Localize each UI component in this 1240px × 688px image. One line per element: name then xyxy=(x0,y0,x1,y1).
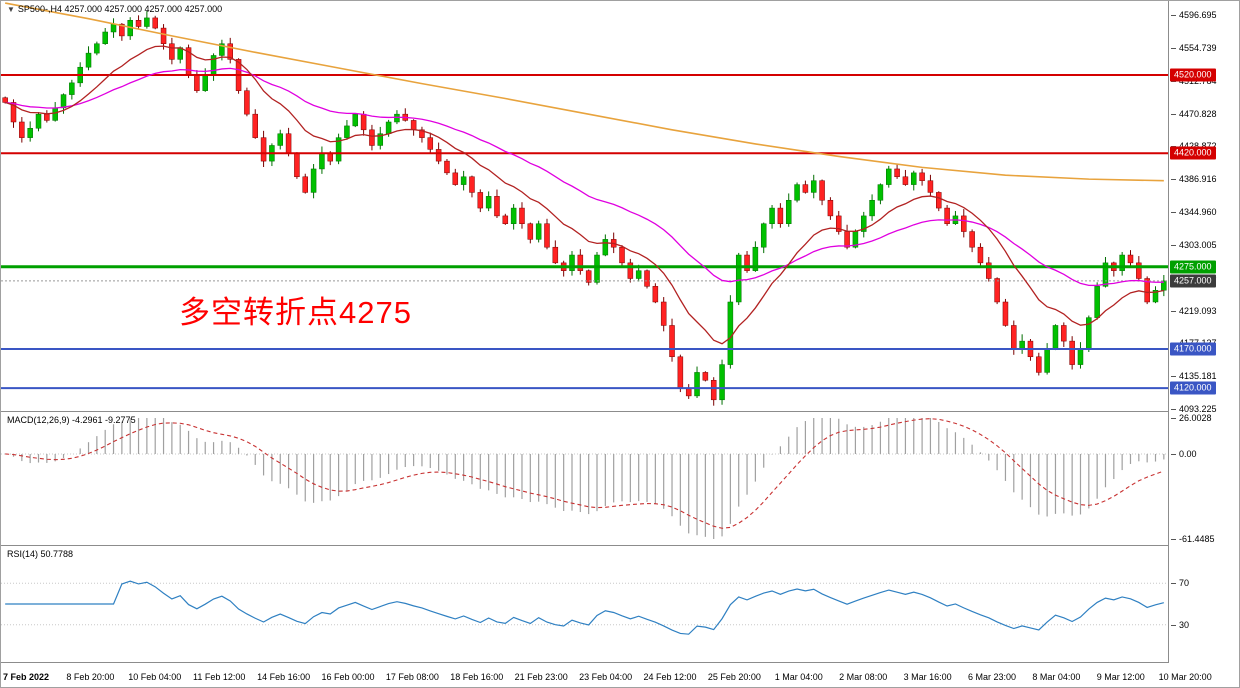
time-label: 23 Feb 04:00 xyxy=(579,672,633,682)
price-tick-label: 4344.960 xyxy=(1171,207,1217,218)
price-tick-label: 4554.739 xyxy=(1171,42,1217,53)
time-label: 10 Feb 04:00 xyxy=(128,672,182,682)
time-label: 10 Mar 20:00 xyxy=(1158,672,1212,682)
price-level-badge: 4420.000 xyxy=(1170,146,1216,160)
price-tick-label: 4470.828 xyxy=(1171,108,1217,119)
price-tick-label: 4303.005 xyxy=(1171,239,1217,250)
pane-separator[interactable] xyxy=(1,411,1239,412)
time-label: 8 Feb 20:00 xyxy=(66,672,115,682)
price-axis[interactable]: 4596.6954554.7394512.7844470.8284428.872… xyxy=(1169,1,1239,663)
time-label: 9 Mar 12:00 xyxy=(1096,672,1145,682)
price-level-badge: 4275.000 xyxy=(1170,260,1216,274)
rsi-legend: RSI(14) 50.7788 xyxy=(7,549,74,559)
price-level-badge: 4170.000 xyxy=(1170,342,1216,356)
time-label: 18 Feb 16:00 xyxy=(450,672,504,682)
time-label: 21 Feb 23:00 xyxy=(514,672,568,682)
time-label: 8 Mar 04:00 xyxy=(1032,672,1081,682)
symbol-dropdown-icon[interactable]: ▼ xyxy=(7,5,15,14)
price-level-badge: 4120.000 xyxy=(1170,381,1216,395)
time-label: 2 Mar 08:00 xyxy=(839,672,888,682)
pane-separator[interactable] xyxy=(1,545,1239,546)
price-tick-label: 4596.695 xyxy=(1171,10,1217,20)
macd-scale-zero: 0.00 xyxy=(1171,448,1197,459)
axis-separator xyxy=(1168,1,1169,662)
macd-canvas xyxy=(1,418,1168,539)
price-tick-label: 4386.916 xyxy=(1171,174,1217,185)
time-label: 25 Feb 20:00 xyxy=(707,672,761,682)
macd-legend: MACD(12,26,9) -4.2961 -9.2775 xyxy=(7,415,136,425)
candles-canvas xyxy=(1,2,1168,406)
price-chart-pane[interactable]: ▼ SP500-,H4 4257.000 4257.000 4257.000 42… xyxy=(1,1,1168,411)
price-level-badge: 4520.000 xyxy=(1170,68,1216,82)
macd-scale-min: -61.4485 xyxy=(1171,534,1215,544)
rsi-canvas xyxy=(1,580,1168,635)
price-tick-label: 4219.093 xyxy=(1171,305,1217,316)
price-tick-label: 4135.181 xyxy=(1171,371,1217,382)
time-label: 24 Feb 12:00 xyxy=(643,672,697,682)
price-tick-label: 4093.225 xyxy=(1171,404,1217,415)
macd-scale-max: 26.0028 xyxy=(1171,413,1212,423)
macd-pane[interactable]: MACD(12,26,9) -4.2961 -9.2775 xyxy=(1,412,1168,545)
time-label: 3 Mar 16:00 xyxy=(903,672,952,682)
time-label: 11 Feb 12:00 xyxy=(193,672,246,682)
time-label: 16 Feb 00:00 xyxy=(321,672,375,682)
pane-separator xyxy=(1,662,1239,663)
time-label: 14 Feb 16:00 xyxy=(257,672,311,682)
rsi-level-70: 70 xyxy=(1170,578,1190,589)
annotation-text: 多空转折点4275 xyxy=(179,295,412,330)
time-label: 6 Mar 23:00 xyxy=(967,672,1017,682)
time-label: 17 Feb 08:00 xyxy=(385,672,439,682)
rsi-pane[interactable]: RSI(14) 50.7788 xyxy=(1,546,1168,662)
time-axis[interactable]: 7 Feb 2022 8 Feb 20:00 10 Feb 04:00 11 Feb … xyxy=(1,663,1239,687)
chart-legend-text: SP500-,H4 4257.000 4257.000 4257.000 425… xyxy=(17,4,223,14)
current-price-badge: 4257.000 xyxy=(1170,274,1216,288)
time-label: 7 Feb 2022 xyxy=(2,672,50,682)
chart-legend: ▼ SP500-,H4 4257.000 4257.000 4257.000 42… xyxy=(7,4,222,14)
rsi-level-30: 30 xyxy=(1170,619,1190,630)
time-label: 1 Mar 04:00 xyxy=(774,672,823,682)
